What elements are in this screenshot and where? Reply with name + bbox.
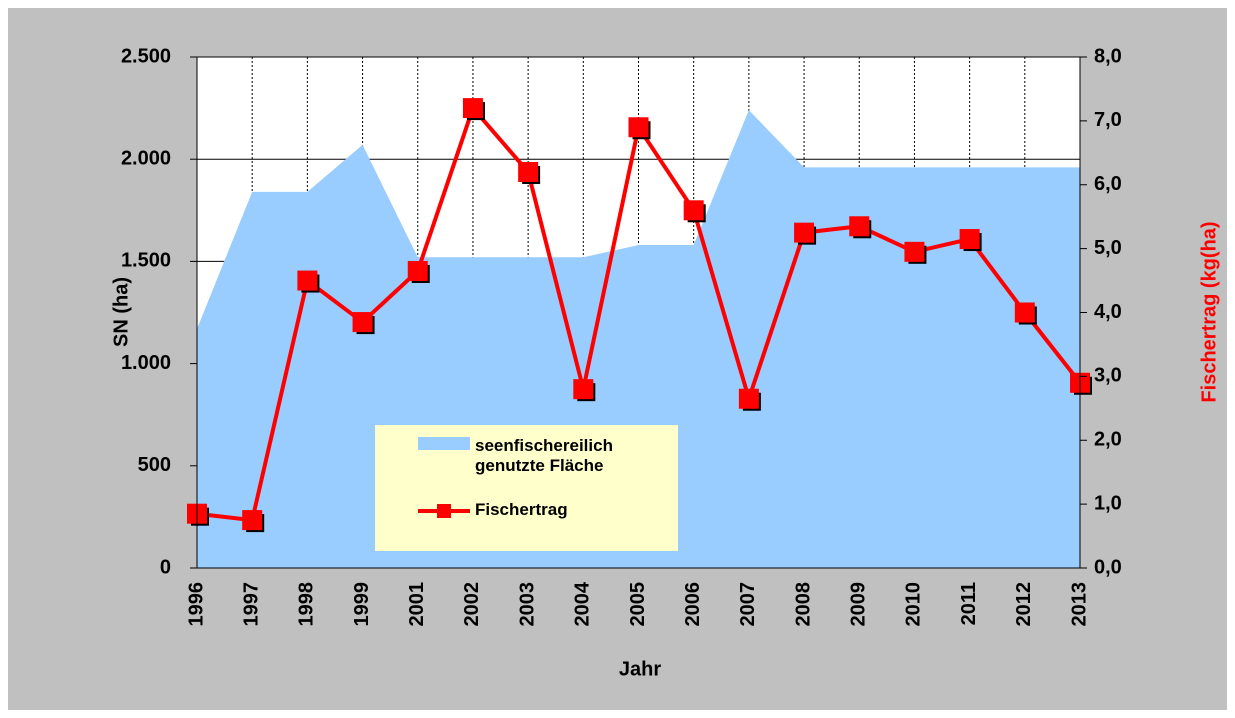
y-tick-label: 0 xyxy=(160,556,171,578)
marker xyxy=(738,388,759,409)
marker xyxy=(352,312,373,333)
x-tick-label: 2008 xyxy=(792,582,814,627)
y2-tick-label: 7,0 xyxy=(1094,109,1122,131)
marker xyxy=(628,117,649,138)
y2-tick-label: 4,0 xyxy=(1094,301,1122,323)
y-tick-label: 2.500 xyxy=(121,45,171,67)
marker xyxy=(462,98,483,119)
x-tick-label: 2007 xyxy=(737,582,759,627)
x-tick-label: 2010 xyxy=(903,582,925,627)
marker xyxy=(683,200,704,221)
x-tick-label: 2009 xyxy=(848,582,870,627)
x-tick-label: 2006 xyxy=(682,582,704,627)
marker xyxy=(794,222,815,243)
x-tick-label: 2012 xyxy=(1013,582,1035,627)
marker xyxy=(407,260,428,281)
y2-tick-label: 8,0 xyxy=(1094,45,1122,67)
y2-tick-label: 2,0 xyxy=(1094,429,1122,451)
y-axis-title: SN (ha) xyxy=(110,277,132,347)
legend-swatch xyxy=(437,504,451,518)
y2-tick-label: 3,0 xyxy=(1094,365,1122,387)
y2-tick-label: 0,0 xyxy=(1094,556,1122,578)
x-tick-label: 2003 xyxy=(516,582,538,627)
x-tick-label: 1997 xyxy=(240,582,262,627)
y-tick-label: 1.500 xyxy=(121,250,171,272)
marker xyxy=(518,161,539,182)
y-tick-label: 1.000 xyxy=(121,352,171,374)
y2-tick-label: 6,0 xyxy=(1094,173,1122,195)
marker xyxy=(573,379,594,400)
marker xyxy=(297,270,318,291)
marker xyxy=(959,229,980,250)
marker xyxy=(849,216,870,237)
marker xyxy=(1014,302,1035,323)
x-tick-label: 2005 xyxy=(627,582,649,627)
x-tick-label: 2002 xyxy=(461,582,483,627)
y-tick-label: 2.000 xyxy=(121,147,171,169)
marker xyxy=(904,241,925,262)
y2-axis-title: Fischertrag (kg(ha) xyxy=(1198,221,1220,402)
y2-tick-label: 1,0 xyxy=(1094,492,1122,514)
x-tick-label: 2011 xyxy=(958,582,980,625)
y2-tick-label: 5,0 xyxy=(1094,237,1122,259)
legend-label: Fischertrag xyxy=(475,500,568,519)
marker xyxy=(242,510,263,531)
x-tick-label: 1999 xyxy=(351,582,373,627)
x-tick-label: 1996 xyxy=(185,582,207,627)
legend-label: seenfischereilich genutzte Fläche xyxy=(475,436,613,475)
y-tick-label: 500 xyxy=(138,454,171,476)
legend-swatch xyxy=(418,437,470,450)
x-tick-label: 2013 xyxy=(1068,582,1090,627)
x-axis-title: Jahr xyxy=(619,658,661,680)
x-tick-label: 2004 xyxy=(572,581,594,626)
x-tick-label: 2001 xyxy=(406,582,428,627)
x-tick-label: 1998 xyxy=(296,582,318,627)
